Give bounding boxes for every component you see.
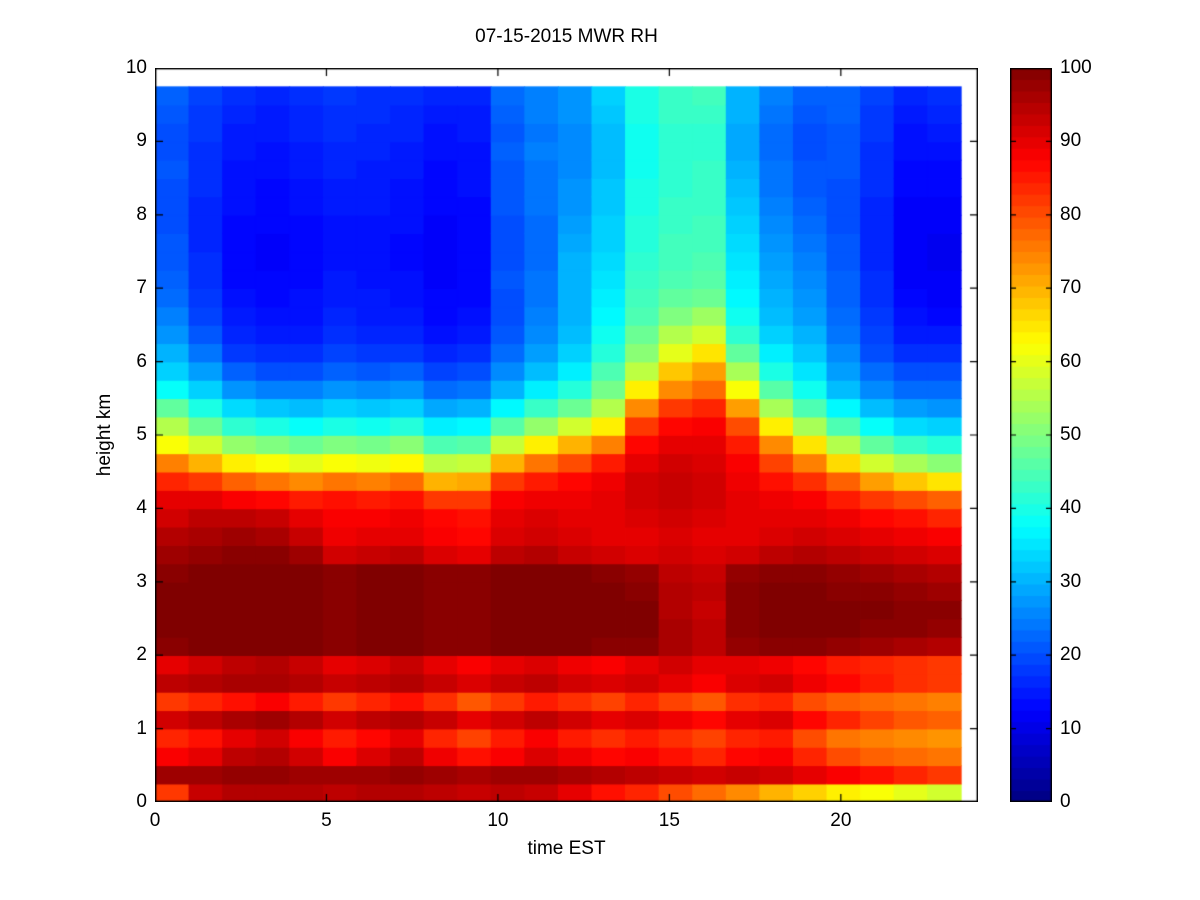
y-tick-label: 8 xyxy=(136,203,147,225)
heatmap-canvas xyxy=(155,68,978,802)
x-tick-label: 10 xyxy=(487,810,509,831)
x-tick-label: 15 xyxy=(658,810,680,831)
colorbar-tick-label: 90 xyxy=(1060,130,1082,152)
y-tick-label: 5 xyxy=(136,424,147,445)
colorbar-canvas xyxy=(1010,68,1052,802)
y-tick-label: 10 xyxy=(125,57,147,78)
x-tick-label: 0 xyxy=(149,810,161,831)
colorbar-tick-label: 60 xyxy=(1060,350,1082,372)
y-tick-label: 6 xyxy=(136,350,147,372)
y-tick-label: 7 xyxy=(136,277,147,299)
colorbar-tick-label: 20 xyxy=(1060,644,1082,666)
y-tick-label: 1 xyxy=(136,717,147,739)
colorbar-tick-label: 30 xyxy=(1060,570,1082,592)
x-tick-label: 20 xyxy=(830,810,852,831)
y-tick-label: 3 xyxy=(136,570,147,592)
y-tick-label: 0 xyxy=(136,791,147,812)
colorbar-tick-label: 10 xyxy=(1060,717,1082,739)
x-tick-label: 5 xyxy=(321,810,332,831)
y-tick-label: 9 xyxy=(136,130,147,152)
colorbar-tick-label: 0 xyxy=(1060,791,1071,812)
y-tick-label: 4 xyxy=(136,497,147,519)
plot-title: 07-15-2015 MWR RH xyxy=(475,26,658,47)
colorbar-tick-label: 100 xyxy=(1060,57,1092,78)
x-axis-label: time EST xyxy=(527,838,606,859)
colorbar-tick-label: 50 xyxy=(1060,424,1082,445)
colorbar-tick-label: 40 xyxy=(1060,497,1082,519)
colorbar-tick-label: 70 xyxy=(1060,277,1082,299)
colorbar-tick-label: 80 xyxy=(1060,203,1082,225)
y-tick-label: 2 xyxy=(136,644,147,666)
